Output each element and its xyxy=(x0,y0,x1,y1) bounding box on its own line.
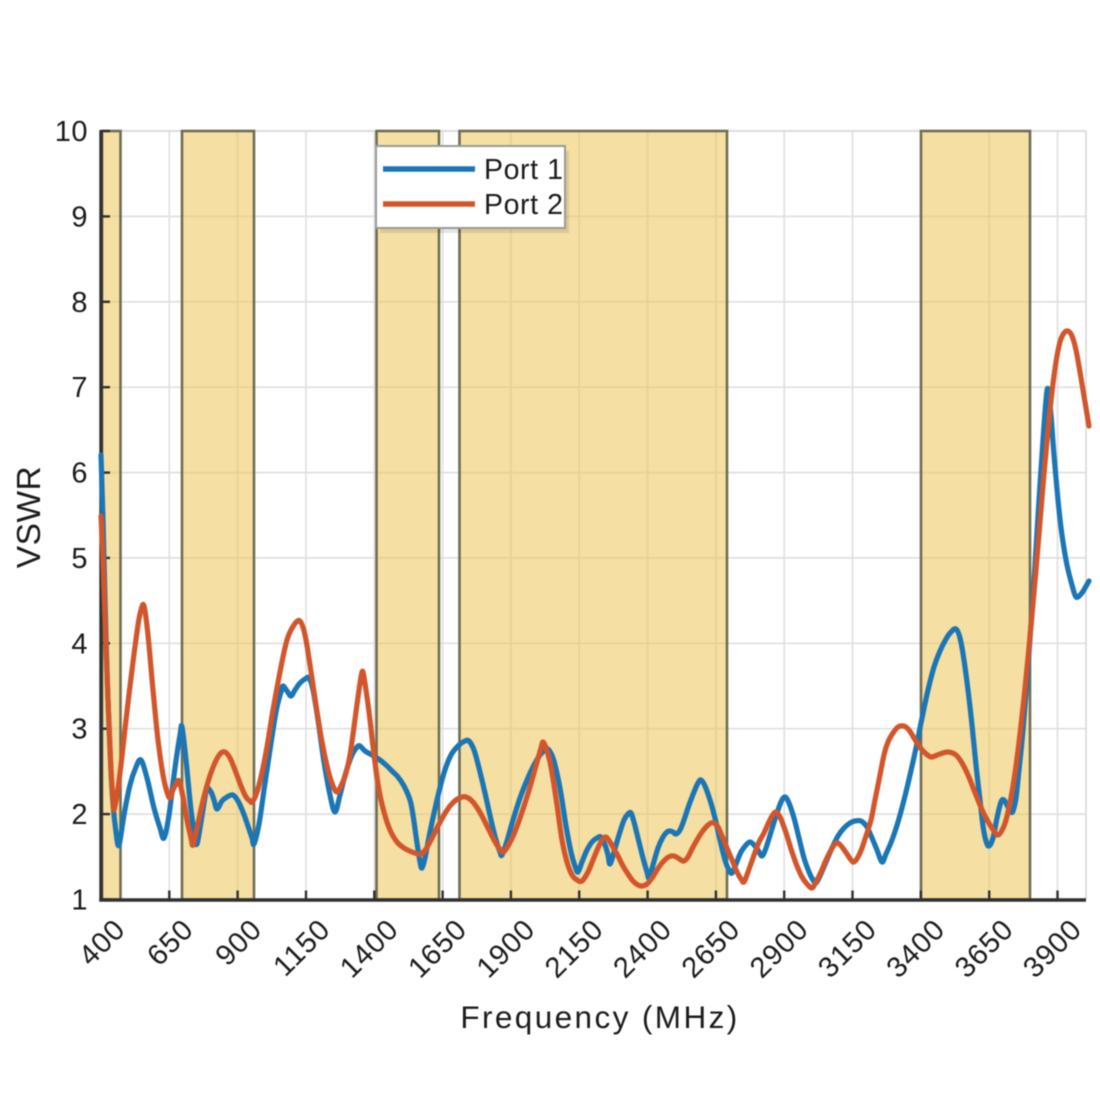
svg-text:8: 8 xyxy=(71,287,88,319)
svg-text:10: 10 xyxy=(55,116,88,148)
svg-text:1: 1 xyxy=(71,885,88,917)
svg-text:Port 1: Port 1 xyxy=(484,154,564,186)
svg-text:4: 4 xyxy=(71,628,88,660)
svg-text:5: 5 xyxy=(71,543,88,575)
svg-text:VSWR: VSWR xyxy=(11,466,48,569)
svg-text:2: 2 xyxy=(71,799,88,831)
svg-text:3: 3 xyxy=(71,714,88,746)
svg-text:Frequency (MHz): Frequency (MHz) xyxy=(460,999,739,1035)
svg-text:6: 6 xyxy=(71,458,88,490)
svg-text:Port 2: Port 2 xyxy=(484,189,564,221)
svg-text:9: 9 xyxy=(71,201,88,233)
svg-text:7: 7 xyxy=(71,372,88,404)
